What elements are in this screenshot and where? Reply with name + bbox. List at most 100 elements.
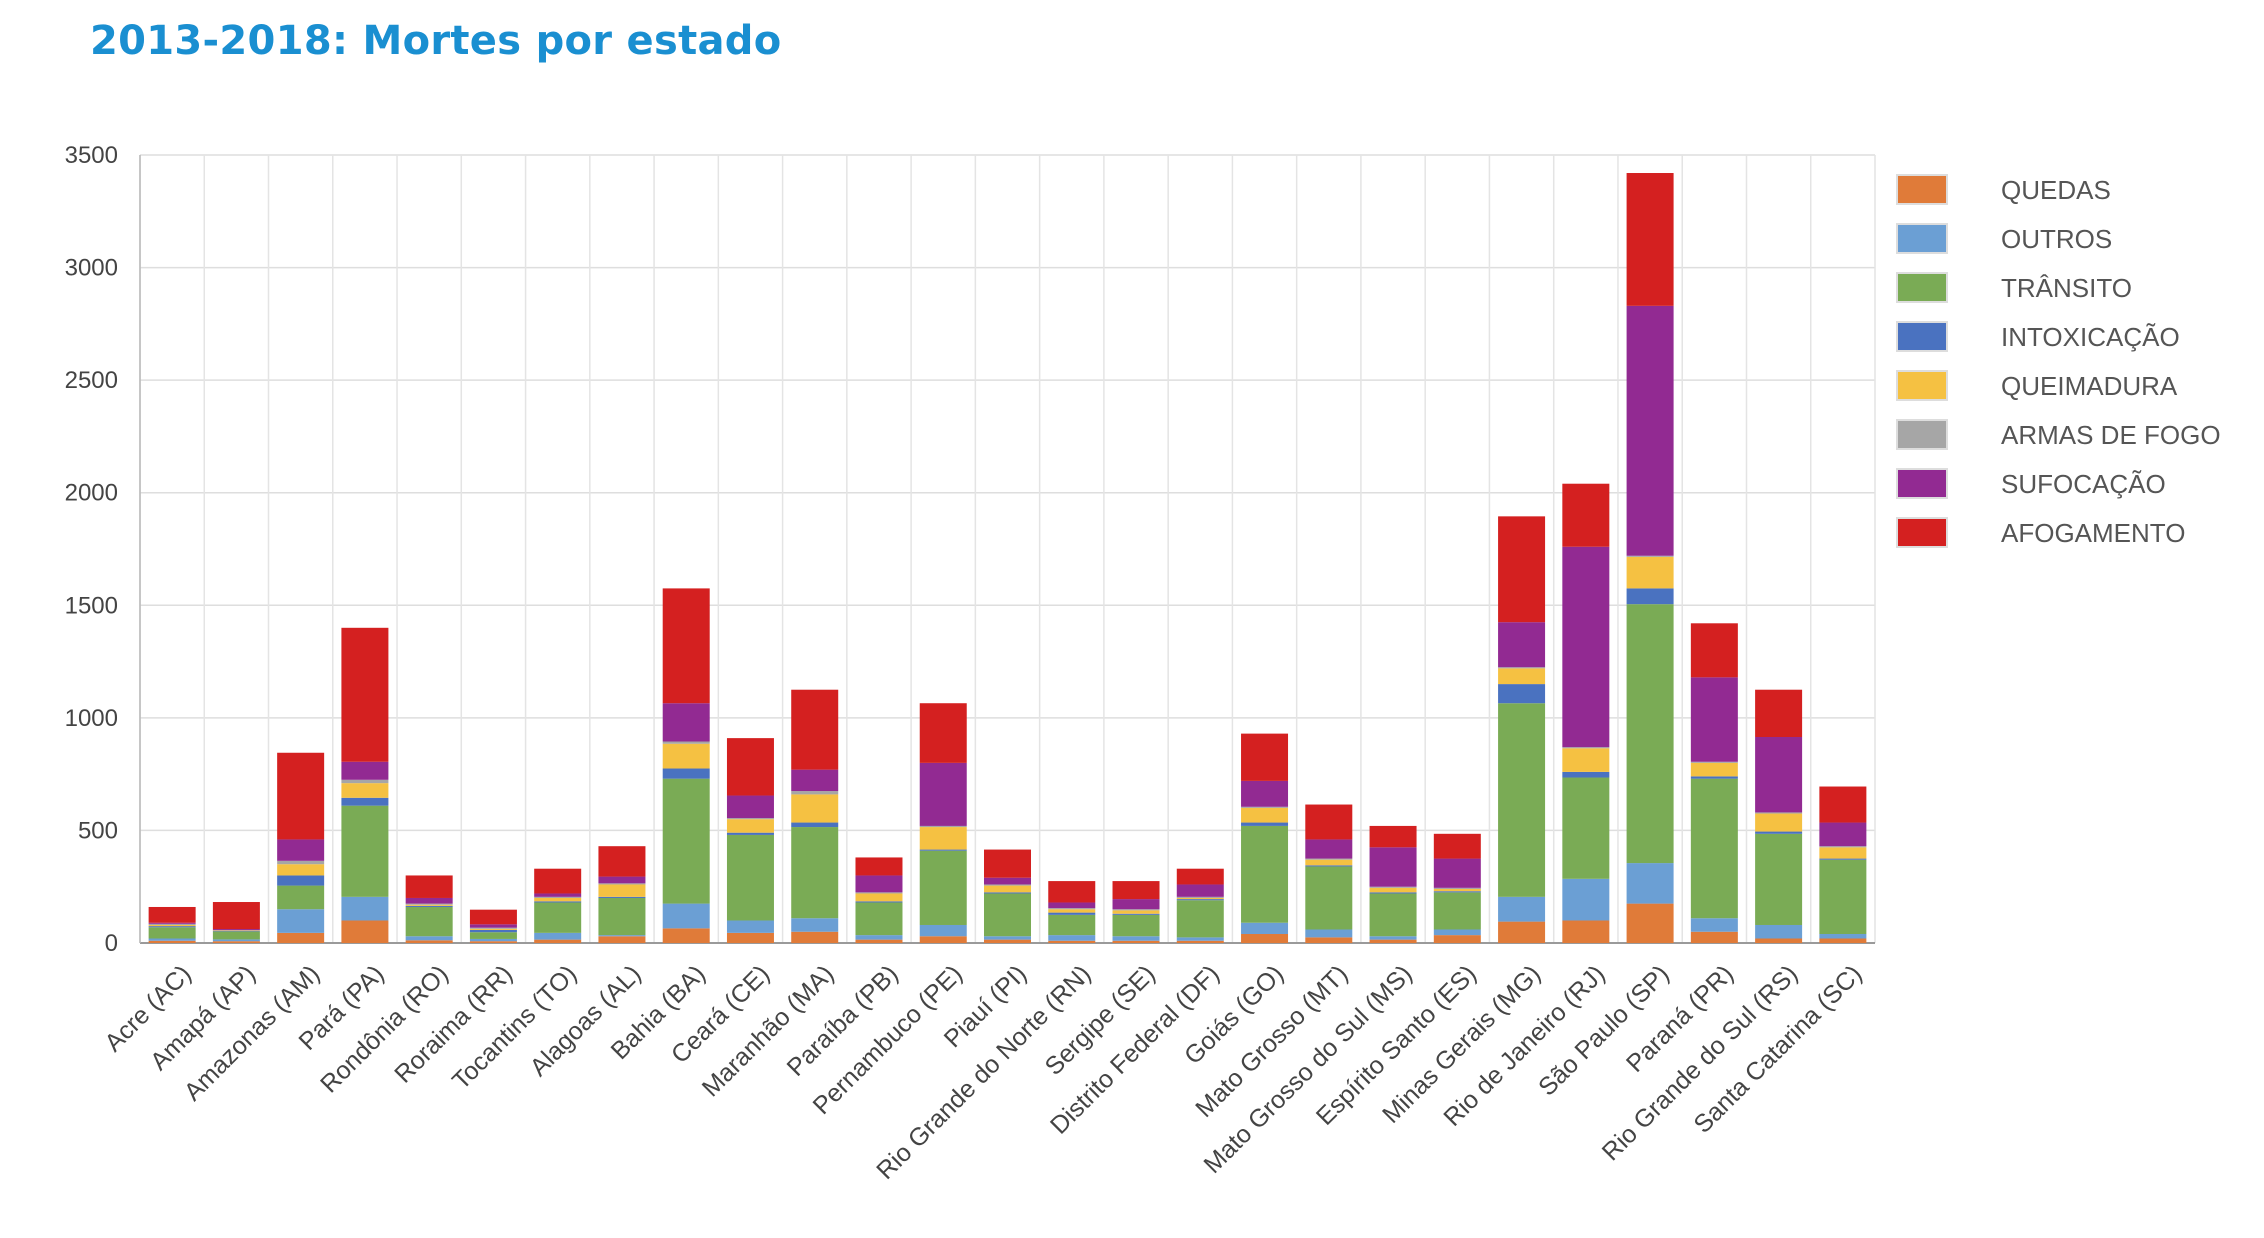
bar-segment: [855, 857, 903, 876]
bar-segment: [1562, 878, 1610, 921]
bar-segment: [1498, 668, 1546, 685]
bar-segment: [855, 893, 903, 902]
bar-segment: [1819, 858, 1867, 860]
bar-segment: [1369, 939, 1417, 943]
bar-segment: [1498, 667, 1546, 669]
bar-segment: [1690, 623, 1738, 678]
bar-segment: [534, 897, 582, 902]
legend-swatch: [1896, 223, 1948, 254]
bar-segment: [855, 892, 903, 894]
bar-segment: [919, 827, 967, 850]
bar-segment: [1433, 929, 1481, 936]
bar-segment: [1305, 937, 1353, 943]
y-tick-label: 1500: [65, 592, 118, 619]
bar-segment: [1819, 846, 1867, 848]
bar-segment: [662, 768, 710, 779]
bar-segment: [1112, 899, 1160, 910]
bar-segment: [919, 703, 967, 763]
bar-segment: [984, 885, 1031, 893]
bar-segment: [1048, 914, 1096, 936]
bar-segment: [341, 783, 389, 798]
bar-segment: [1690, 918, 1738, 932]
bar-segment: [1626, 903, 1674, 943]
bar-segment: [1241, 807, 1289, 823]
bar-segment: [1048, 935, 1096, 941]
bar-segment: [726, 818, 774, 820]
bar-segment: [1176, 940, 1224, 943]
bar-segment: [1048, 940, 1096, 943]
bar-segment: [1305, 865, 1353, 867]
bar-segment: [919, 850, 967, 925]
bar-segment: [855, 935, 903, 940]
bar-segment: [1241, 733, 1289, 781]
bar-segment: [1176, 868, 1224, 885]
bar-segment: [662, 778, 710, 904]
bar-segment: [1112, 936, 1160, 941]
bar-segment: [919, 924, 967, 937]
bar-segment: [791, 769, 839, 792]
bar-segment: [1112, 914, 1160, 937]
bar-segment: [341, 627, 389, 762]
bar-segment: [405, 940, 453, 943]
bar-segment: [1690, 776, 1738, 779]
bar-segment: [1562, 747, 1610, 749]
bar-segment: [1626, 604, 1674, 864]
bar-segment: [855, 939, 903, 943]
legend-swatch: [1896, 468, 1948, 499]
bar-segment: [1048, 881, 1096, 903]
legend-swatch: [1896, 419, 1948, 450]
bar-segment: [469, 929, 517, 933]
bar-segment: [1112, 881, 1160, 900]
bar-segment: [1498, 703, 1546, 897]
bar-segment: [1690, 761, 1738, 763]
bar-segment: [469, 927, 517, 929]
legend-label: AFOGAMENTO: [2001, 518, 2185, 548]
bar-segment: [1369, 887, 1417, 893]
bar-segment: [469, 924, 517, 928]
bar-segment: [662, 903, 710, 929]
bar-segment: [598, 897, 646, 936]
bar-segment: [1176, 900, 1224, 938]
bar-segment: [341, 779, 389, 784]
bar-segment: [1112, 913, 1160, 915]
bar-segment: [984, 892, 1031, 894]
bar-segment: [1241, 806, 1289, 808]
bar-segment: [341, 896, 389, 921]
bar-segment: [1498, 684, 1546, 704]
bar-segment: [277, 909, 325, 933]
bar-segment: [791, 791, 839, 795]
bar-segment: [1819, 822, 1867, 847]
bar-segment: [1755, 813, 1803, 832]
bar-segment: [791, 827, 839, 919]
bar-segment: [405, 875, 453, 898]
bar-segment: [1305, 859, 1353, 866]
bar-segment: [277, 864, 325, 876]
bar-segment: [1369, 847, 1417, 887]
bar-segment: [855, 901, 903, 903]
bar-segment: [148, 938, 196, 941]
y-tick-label: 2500: [65, 367, 118, 394]
bar-segment: [1369, 936, 1417, 940]
bar-segment: [148, 922, 196, 924]
bar-segment: [726, 932, 774, 943]
bar-segment: [1690, 677, 1738, 762]
bar-segment: [1819, 933, 1867, 939]
bar-segment: [1626, 863, 1674, 904]
bar-segment: [1305, 866, 1353, 930]
bar-segment: [405, 936, 453, 941]
bar-segment: [1305, 858, 1353, 860]
bar-segment: [1433, 892, 1481, 930]
bar-segment: [855, 875, 903, 893]
bar-segment: [341, 761, 389, 780]
bar-segment: [1626, 555, 1674, 557]
bar-segment: [1498, 896, 1546, 922]
bar-segment: [1562, 546, 1610, 748]
bar-segment: [1433, 891, 1481, 893]
bar-segment: [1176, 896, 1224, 898]
bar-segment: [919, 762, 967, 826]
bar-segment: [212, 931, 260, 940]
bar-segment: [534, 901, 582, 903]
bar-segment: [148, 923, 196, 925]
bar-segment: [1690, 778, 1738, 919]
